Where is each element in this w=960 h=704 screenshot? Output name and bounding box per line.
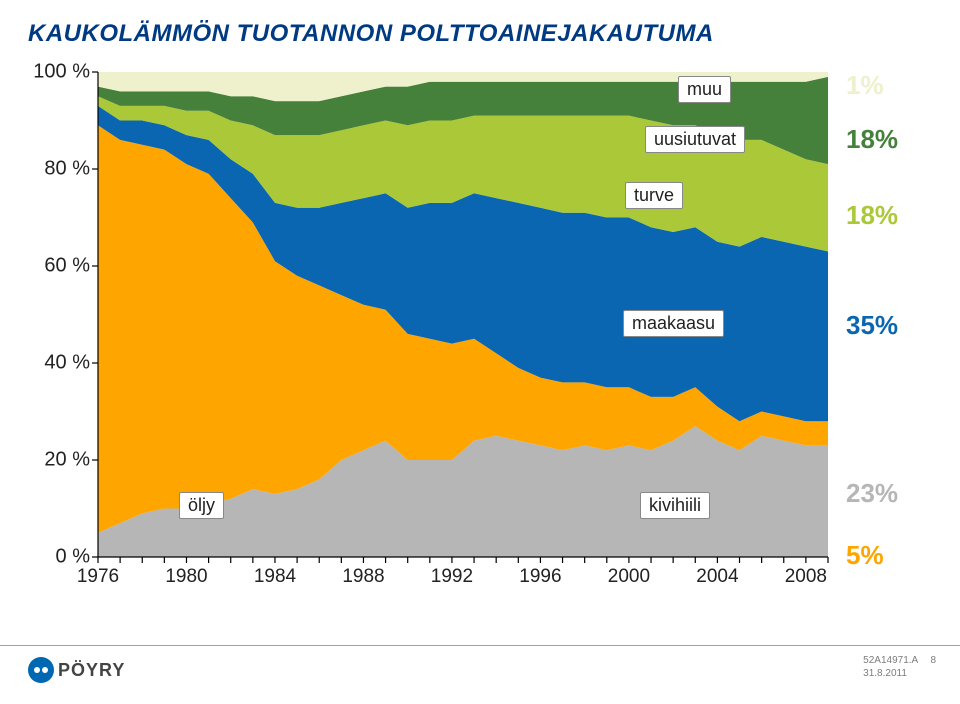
ytick-label: 80 % [44, 158, 90, 181]
page-number: 8 [930, 654, 936, 667]
xtick-label: 1980 [165, 566, 207, 588]
xtick-label: 1984 [254, 566, 296, 588]
right-percent: 35% [846, 310, 898, 341]
series-label-kivihiili: kivihiili [640, 492, 710, 519]
series-label-öljy: öljy [179, 492, 224, 519]
xtick-label: 1996 [519, 566, 561, 588]
poyry-logo-text: PÖYRY [58, 660, 125, 681]
xtick-label: 1976 [77, 566, 119, 588]
stacked-area-chart: 0 %20 %40 %60 %80 %100 %1976198019841988… [28, 62, 928, 602]
ytick-label: 100 % [33, 61, 90, 84]
series-label-maakaasu: maakaasu [623, 310, 724, 337]
footer: PÖYRY 52A14971.A 8 31.8.2011 [28, 652, 936, 692]
xtick-label: 1988 [342, 566, 384, 588]
page-title: KAUKOLÄMMÖN TUOTANNON POLTTOAINEJAKAUTUM… [28, 20, 932, 48]
chart-svg [28, 62, 928, 602]
xtick-label: 2000 [608, 566, 650, 588]
right-percent: 5% [846, 540, 884, 571]
right-percent: 23% [846, 478, 898, 509]
doc-id: 52A14971.A [863, 655, 918, 666]
ytick-label: 20 % [44, 449, 90, 472]
xtick-label: 2008 [785, 566, 827, 588]
series-label-uusiutuvat: uusiutuvat [645, 126, 745, 153]
ytick-label: 40 % [44, 352, 90, 375]
footer-meta: 52A14971.A 8 31.8.2011 [863, 654, 936, 680]
poyry-logo: PÖYRY [28, 657, 125, 683]
series-label-muu: muu [678, 76, 731, 103]
ytick-label: 60 % [44, 255, 90, 278]
right-percent: 18% [846, 124, 898, 155]
footer-date: 31.8.2011 [863, 668, 907, 679]
right-percent: 18% [846, 200, 898, 231]
footer-rule [0, 645, 960, 646]
right-percent: 1% [846, 70, 884, 101]
xtick-label: 1992 [431, 566, 473, 588]
xtick-label: 2004 [696, 566, 738, 588]
series-label-turve: turve [625, 182, 683, 209]
poyry-logo-icon [28, 657, 54, 683]
